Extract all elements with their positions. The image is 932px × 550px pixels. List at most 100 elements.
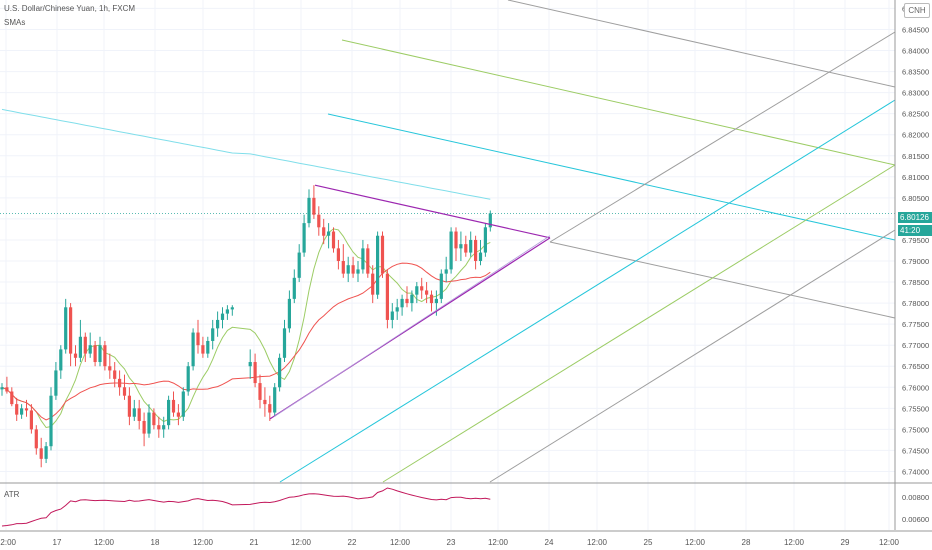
price-tick-label: 6.76500 bbox=[902, 362, 929, 371]
candle-body bbox=[292, 277, 296, 299]
candle-body bbox=[429, 294, 434, 304]
candle-body bbox=[361, 248, 365, 270]
time-tick-label: 12:00 bbox=[784, 538, 805, 547]
candle-body bbox=[78, 336, 82, 358]
sma-legend[interactable]: SMAs bbox=[4, 18, 26, 27]
candle-body bbox=[64, 307, 68, 350]
price-tick-label: 6.84500 bbox=[902, 25, 929, 34]
candle-body bbox=[263, 399, 267, 405]
countdown-tag: 41:20 bbox=[898, 225, 932, 236]
candle-body bbox=[59, 349, 63, 371]
price-tick-label: 6.82000 bbox=[902, 131, 929, 140]
price-tick-label: 6.83500 bbox=[902, 68, 929, 77]
price-tick-label: 6.75500 bbox=[902, 404, 929, 413]
price-tick-label: 6.76000 bbox=[902, 383, 929, 392]
atr-tick-label: 0.00600 bbox=[902, 515, 929, 524]
candle-body bbox=[449, 231, 453, 270]
candle-body bbox=[44, 446, 48, 459]
pitchfork-top-line bbox=[507, 0, 896, 88]
candle-body bbox=[230, 307, 234, 310]
candle-body bbox=[0, 387, 4, 390]
sma-mid-line bbox=[1, 262, 491, 421]
candle-body bbox=[478, 252, 483, 261]
candle-body bbox=[220, 313, 225, 320]
candle-body bbox=[54, 370, 58, 396]
candle-body bbox=[225, 309, 229, 314]
candle-body bbox=[356, 269, 360, 274]
price-tick-label: 6.79000 bbox=[902, 257, 929, 266]
candle-body bbox=[248, 362, 252, 367]
candle-body bbox=[5, 387, 9, 392]
time-tick-label: 12:00 bbox=[685, 538, 706, 547]
candle-body bbox=[258, 383, 262, 400]
candle-body bbox=[312, 197, 316, 215]
candle-body bbox=[49, 395, 53, 447]
candle-body bbox=[454, 231, 458, 249]
candle-body bbox=[483, 227, 487, 253]
candle-body bbox=[366, 248, 370, 274]
candle-body bbox=[400, 298, 404, 308]
candle-body bbox=[122, 387, 127, 396]
candle-body bbox=[302, 223, 306, 253]
candle-body bbox=[317, 214, 321, 228]
candle-body bbox=[439, 273, 443, 299]
candle-body bbox=[327, 231, 331, 236]
candle-body bbox=[420, 286, 424, 291]
candle-body bbox=[10, 391, 14, 405]
currency-badge[interactable]: CNH bbox=[904, 3, 930, 18]
time-tick-label: 12:00 bbox=[193, 538, 214, 547]
time-tick-label: 12:00 bbox=[94, 538, 115, 547]
candle-body bbox=[34, 429, 38, 449]
candle-body bbox=[390, 311, 394, 320]
time-tick-label: 21 bbox=[250, 538, 259, 547]
last-price-tag: 6.80126 bbox=[898, 212, 932, 223]
price-tick-label: 6.83000 bbox=[902, 89, 929, 98]
candle-body bbox=[98, 345, 102, 363]
candle-body bbox=[253, 362, 257, 384]
pitchfork-fan-teal-line bbox=[279, 99, 896, 483]
candlestick-series bbox=[0, 185, 492, 468]
candle-body bbox=[351, 265, 355, 274]
candle-body bbox=[132, 408, 136, 417]
candle-body bbox=[434, 298, 438, 304]
time-tick-label: 12:00 bbox=[879, 538, 900, 547]
time-tick-label: 22 bbox=[348, 538, 357, 547]
candle-body bbox=[376, 235, 380, 295]
price-tick-label: 6.74500 bbox=[902, 446, 929, 455]
candle-body bbox=[162, 425, 166, 430]
candle-body bbox=[341, 260, 345, 274]
candle-body bbox=[371, 273, 375, 295]
candle-body bbox=[469, 239, 473, 253]
candle-body bbox=[380, 235, 385, 274]
atr-legend[interactable]: ATR bbox=[4, 490, 20, 499]
candle-body bbox=[69, 307, 73, 354]
candle-body bbox=[15, 404, 19, 415]
price-tick-label: 6.77000 bbox=[902, 341, 929, 350]
price-tick-label: 6.82500 bbox=[902, 110, 929, 119]
candle-body bbox=[93, 345, 97, 363]
price-tick-label: 6.80500 bbox=[902, 194, 929, 203]
time-tick-label: 12:00 bbox=[291, 538, 312, 547]
time-tick-label: 24 bbox=[545, 538, 554, 547]
candle-body bbox=[20, 408, 24, 415]
atr-tick-label: 0.00800 bbox=[902, 493, 929, 502]
candle-body bbox=[118, 378, 122, 388]
candle-body bbox=[181, 391, 185, 417]
candle-body bbox=[24, 408, 29, 411]
time-tick-label: 12:00 bbox=[390, 538, 411, 547]
candle-body bbox=[201, 345, 205, 354]
candle-body bbox=[287, 298, 291, 329]
candle-body bbox=[186, 366, 190, 392]
price-tick-label: 6.75000 bbox=[902, 425, 929, 434]
candle-body bbox=[444, 269, 448, 274]
triangle-pattern bbox=[269, 184, 551, 420]
candle-body bbox=[211, 328, 215, 341]
candle-body bbox=[278, 357, 282, 388]
candle-body bbox=[216, 319, 220, 329]
symbol-title[interactable]: U.S. Dollar/Chinese Yuan, 1h, FXCM bbox=[4, 4, 136, 13]
candle-body bbox=[137, 408, 141, 421]
sma-fast-line bbox=[1, 228, 491, 429]
price-tick-label: 6.77500 bbox=[902, 320, 929, 329]
